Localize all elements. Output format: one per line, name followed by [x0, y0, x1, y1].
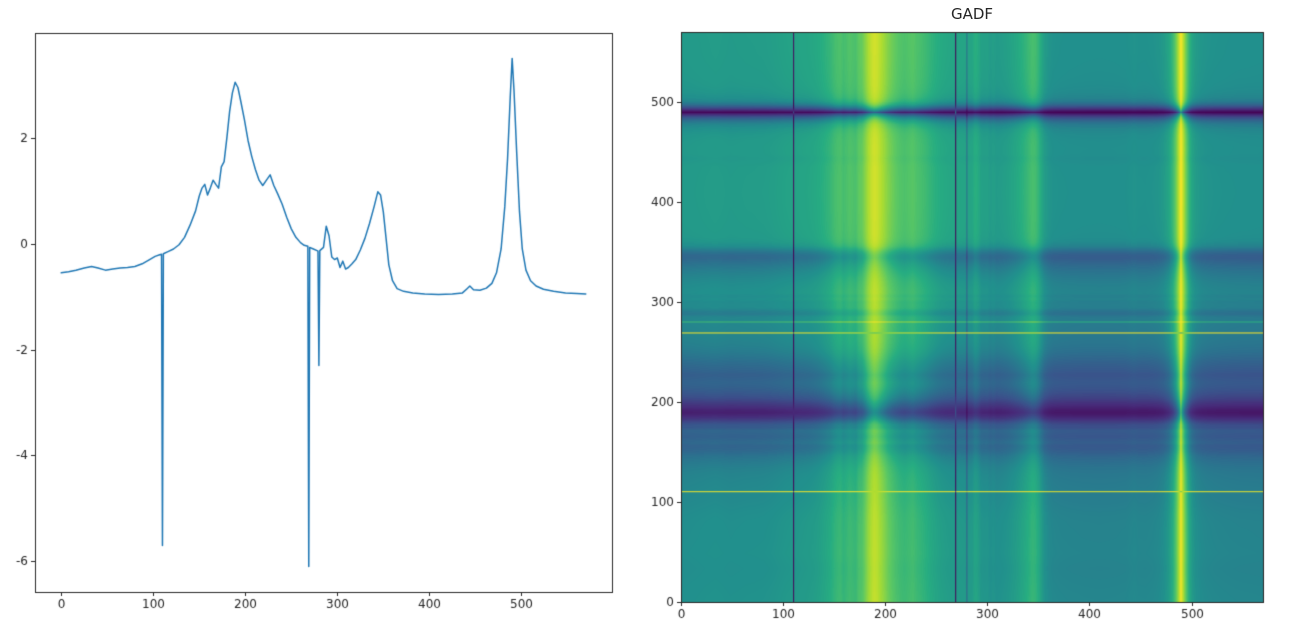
line-plot-canvas: [0, 0, 645, 643]
heatmap-title: GADF: [950, 5, 994, 23]
gadf-heatmap-canvas: [645, 0, 1291, 643]
